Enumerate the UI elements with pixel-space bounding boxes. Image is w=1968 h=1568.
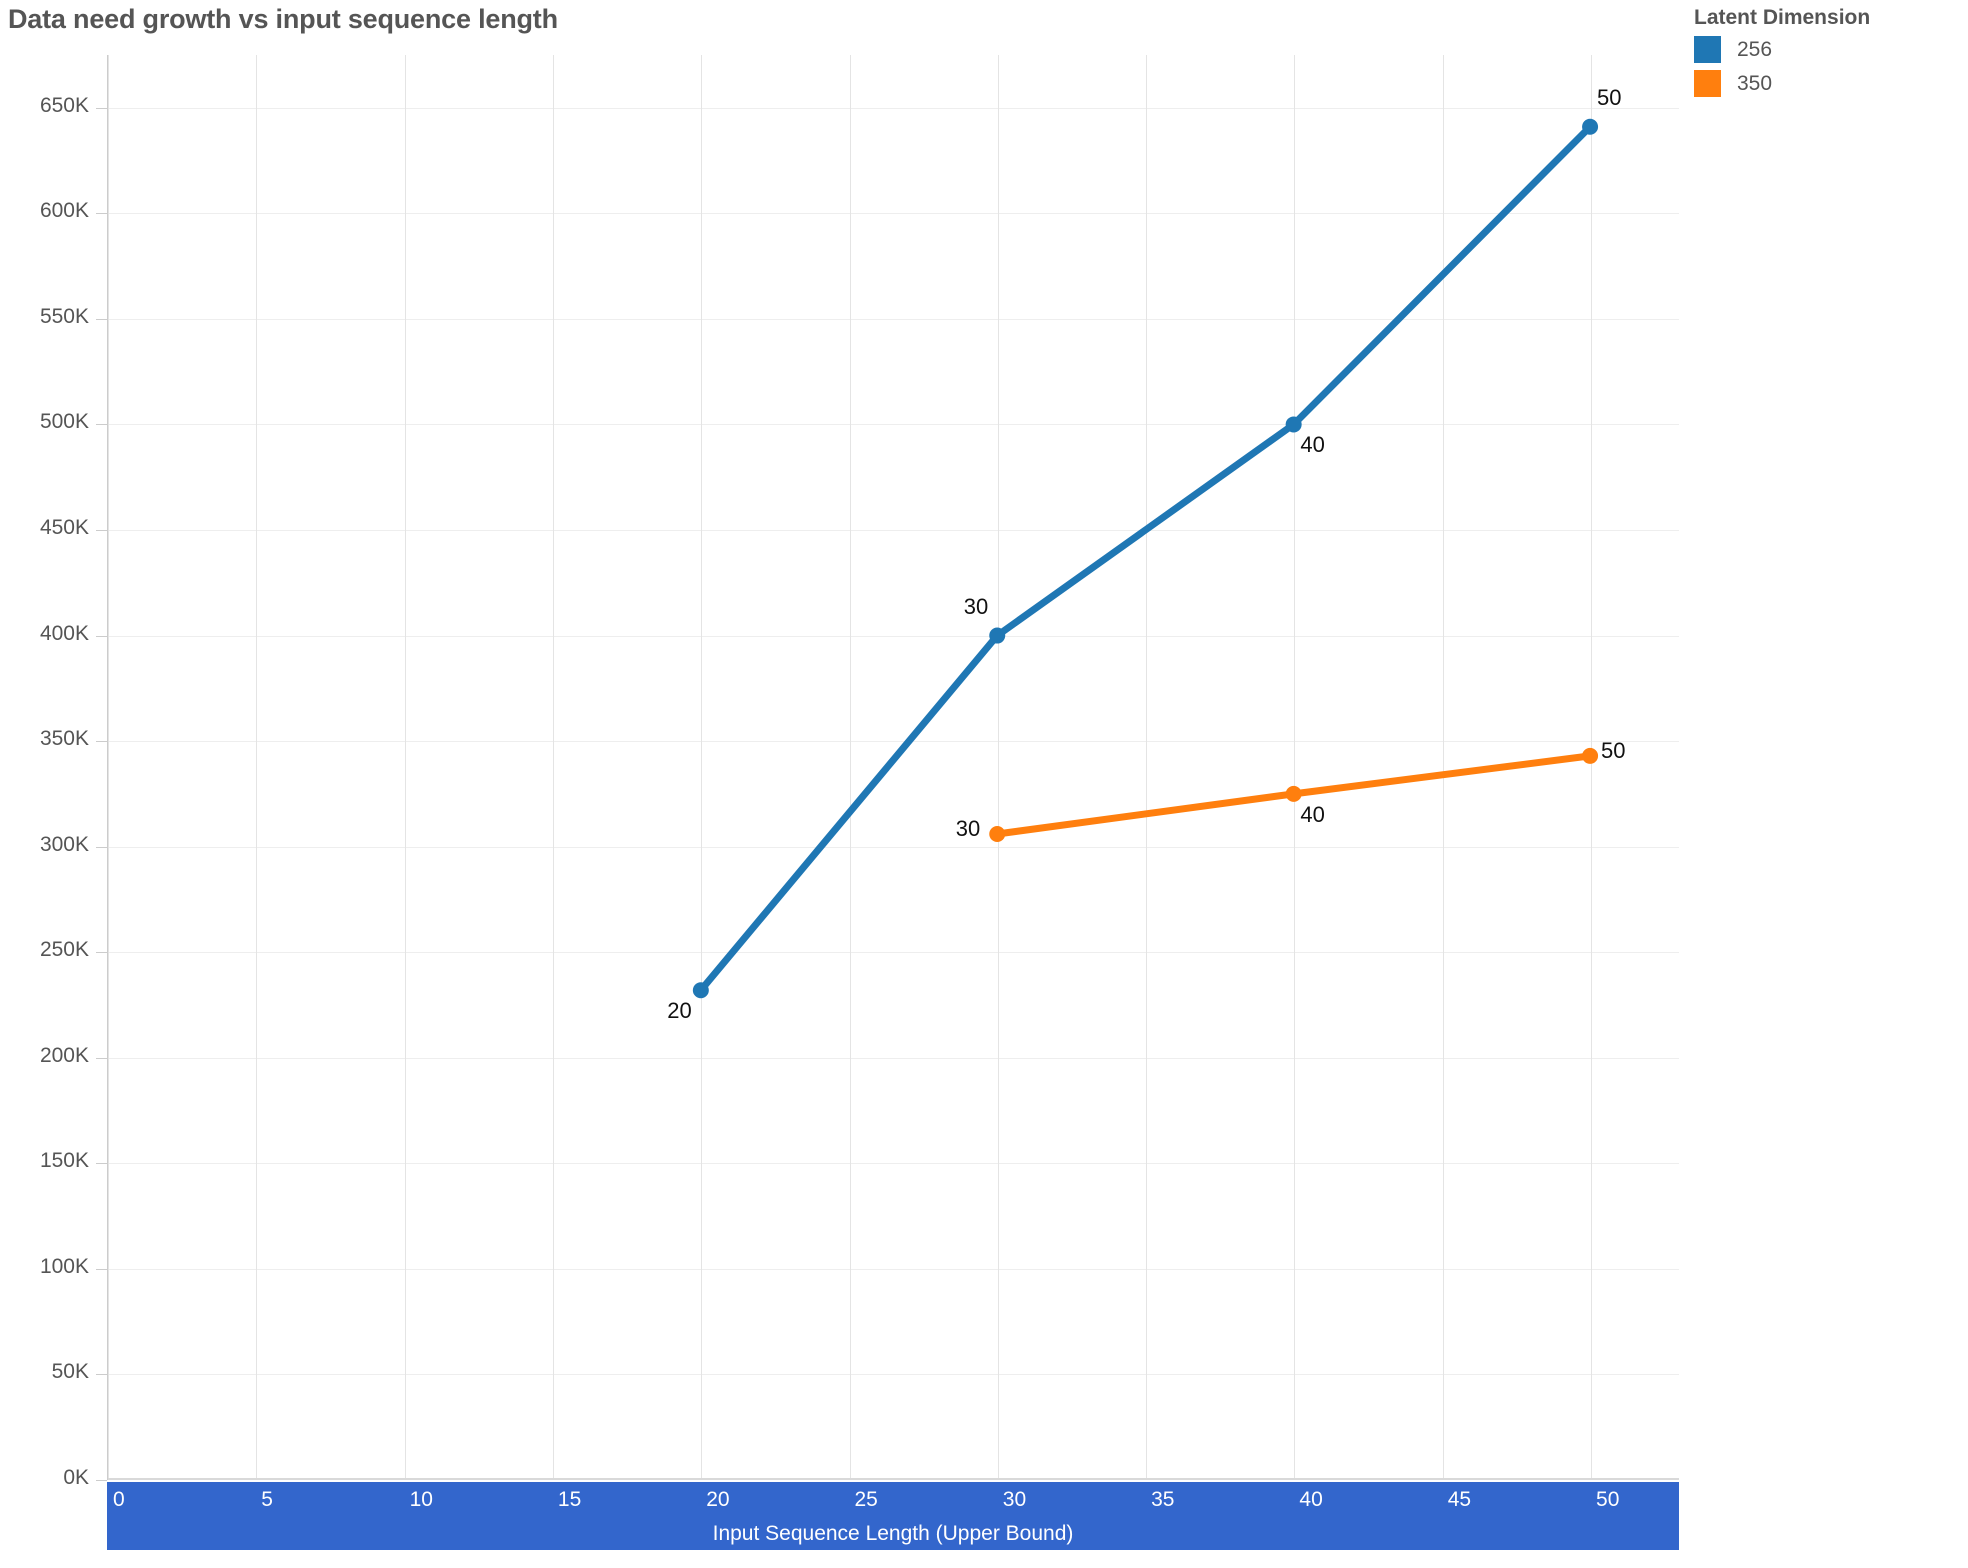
legend-items: 256 350	[1694, 36, 1960, 97]
x-tick-label: 15	[557, 1488, 582, 1511]
gridline-vertical	[1442, 55, 1444, 1480]
data-point-label: 40	[1300, 801, 1325, 827]
y-tick-mark	[96, 952, 107, 954]
gridline-vertical	[108, 55, 109, 1480]
legend-swatch-icon	[1694, 70, 1721, 97]
y-tick-label: 50K	[51, 1360, 89, 1384]
y-tick-label: 0K	[63, 1466, 89, 1489]
y-tick-mark	[96, 213, 107, 215]
series-layer	[692, 118, 1599, 999]
data-point-256-40[interactable]	[1285, 416, 1302, 433]
y-tick-label: 350K	[39, 727, 89, 751]
data-point-256-20[interactable]	[692, 982, 709, 999]
gridline-vertical	[849, 55, 851, 1480]
gridline-horizontal	[108, 107, 1679, 109]
y-tick-label: 150K	[39, 1149, 89, 1173]
y-tick-label: 400K	[39, 621, 89, 645]
gridline-vertical	[552, 55, 554, 1480]
data-point-label: 50	[1597, 84, 1622, 110]
x-axis-title: Input Sequence Length (Upper Bound)	[712, 1522, 1074, 1545]
gridline-horizontal	[108, 741, 1679, 743]
gridline-vertical	[1591, 55, 1593, 1480]
y-tick-mark	[96, 530, 107, 531]
gridline-vertical	[1146, 55, 1148, 1480]
y-tick-label: 600K	[39, 199, 89, 223]
y-tick-label: 550K	[39, 304, 89, 328]
legend-item-256[interactable]: 256	[1694, 36, 1960, 63]
x-tick-label: 40	[1299, 1488, 1323, 1511]
y-tick-mark	[96, 741, 107, 743]
y-tick-label: 650K	[39, 93, 89, 117]
x-tick-label: 45	[1447, 1488, 1472, 1511]
y-tick-mark	[96, 318, 107, 320]
gridline-vertical	[1294, 55, 1296, 1480]
gridline-horizontal	[108, 318, 1679, 320]
y-tick-mark	[96, 1374, 107, 1376]
x-tick-label: 0	[113, 1488, 125, 1511]
x-tick-label: 5	[261, 1488, 273, 1511]
data-point-350-30[interactable]	[989, 826, 1006, 842]
plot-area: 20 30 40 50 30 40 50	[107, 55, 1679, 1480]
data-point-label: 20	[667, 998, 692, 1024]
gridline-horizontal	[108, 846, 1679, 848]
y-tick-label: 200K	[39, 1043, 89, 1067]
data-point-label: 30	[955, 816, 981, 841]
gridline-horizontal	[108, 1268, 1679, 1270]
data-point-350-50[interactable]	[1582, 747, 1599, 764]
gridline-horizontal	[108, 424, 1679, 426]
y-tick-mark	[96, 1480, 107, 1481]
x-tick-label: 10	[409, 1488, 433, 1511]
y-tick-label: 300K	[39, 832, 89, 856]
y-tick-label: 100K	[39, 1254, 89, 1278]
x-tick-label: 50	[1596, 1488, 1620, 1511]
legend-title: Latent Dimension	[1694, 6, 1871, 29]
data-point-label: 50	[1601, 737, 1626, 763]
gridline-vertical	[256, 55, 258, 1480]
data-point-label: 30	[963, 593, 989, 619]
x-axis-band: 0 5 10 15 20 25 30 35 40 45 50 Input Sequence Leng…	[107, 1482, 1679, 1550]
gridline-horizontal	[108, 1163, 1679, 1165]
x-axis-baseline	[108, 1478, 1679, 1480]
legend-item-label: 350	[1737, 71, 1773, 95]
y-tick-mark	[96, 424, 107, 426]
y-tick-mark	[96, 107, 107, 109]
gridline-horizontal	[108, 635, 1679, 637]
y-tick-label: 500K	[39, 410, 89, 434]
data-point-label: 40	[1300, 432, 1325, 458]
y-tick-mark	[96, 1163, 107, 1165]
y-tick-mark	[96, 635, 107, 637]
gridline-horizontal	[108, 1057, 1679, 1059]
x-tick-label: 35	[1151, 1488, 1175, 1511]
plot-inner: 20 30 40 50 30 40 50	[108, 55, 1679, 1480]
data-point-256-30[interactable]	[989, 627, 1006, 644]
gridline-horizontal	[108, 213, 1679, 215]
legend: Latent Dimension 256 350	[1694, 6, 1960, 104]
y-tick-mark	[96, 1057, 107, 1059]
x-tick-label: 25	[854, 1488, 878, 1511]
gridline-vertical	[997, 55, 999, 1480]
gridline-horizontal	[108, 530, 1679, 531]
y-tick-mark	[96, 1268, 107, 1270]
x-tick-label: 20	[706, 1488, 730, 1511]
x-tick-label: 30	[1002, 1488, 1027, 1511]
data-point-350-40[interactable]	[1285, 785, 1302, 802]
gridline-vertical	[701, 55, 703, 1480]
gridline-horizontal	[108, 1374, 1679, 1376]
y-tick-label: 250K	[39, 938, 89, 962]
chart-title: Data need growth vs input sequence lengt…	[8, 4, 558, 34]
data-point-256-50[interactable]	[1582, 118, 1599, 135]
y-tick-mark	[96, 846, 107, 848]
legend-item-label: 256	[1737, 37, 1773, 61]
legend-item-350[interactable]: 350	[1694, 70, 1960, 97]
series-line-256	[697, 123, 1594, 994]
gridline-horizontal	[108, 952, 1679, 954]
gridline-vertical	[404, 55, 406, 1480]
legend-swatch-icon	[1694, 36, 1721, 63]
y-tick-label: 450K	[39, 516, 89, 539]
